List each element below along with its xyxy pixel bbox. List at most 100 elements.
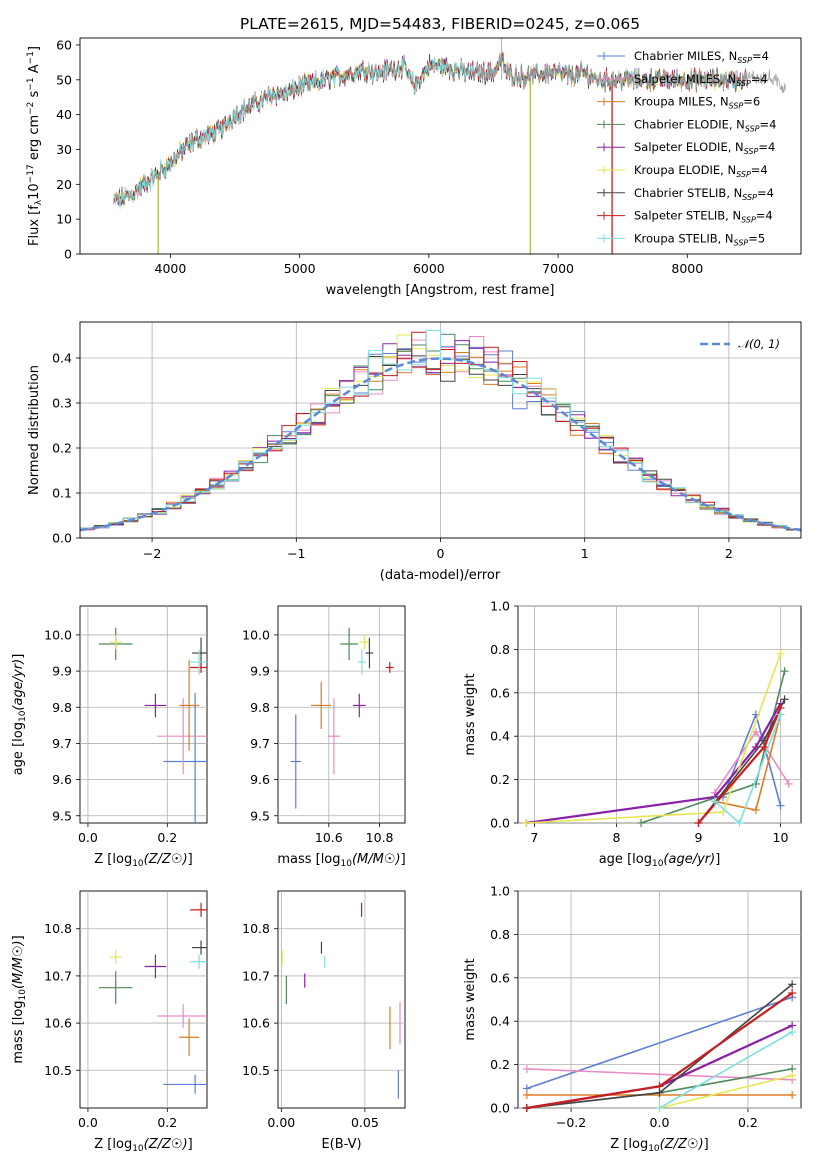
- spectrum-xtick-label: 8000: [671, 261, 703, 276]
- age-vs-mass-panel-frame: [277, 605, 406, 824]
- legend-label: Chabrier ELODIE, NSSP=4: [634, 117, 776, 133]
- spectrum-xtick-label: 4000: [155, 261, 187, 276]
- age-vs-z-panel-ytick-label: 9.5: [52, 808, 72, 823]
- mass-weight-vs-z-panel-xlabel: Z [log10(Z/Z☉)]: [610, 1137, 708, 1154]
- legend-label: Kroupa ELODIE, NSSP=4: [634, 163, 768, 179]
- age-vs-mass-panel-ytick-label: 9.7: [250, 736, 270, 751]
- mass-weight-vs-age-panel-xtick-label: 10: [773, 830, 789, 845]
- mass-vs-z-panel-ytick-label: 10.6: [44, 1016, 72, 1031]
- spectrum-legend: Chabrier MILES, NSSP=4 Salpeter MILES, NS…: [597, 49, 776, 247]
- mass-vs-ebv-panel-ytick-label: 10.8: [242, 921, 270, 936]
- age-vs-mass-panel-ytick-label: 9.6: [250, 772, 270, 787]
- age-vs-mass-panel-xtick-label: 10.6: [315, 830, 343, 845]
- histogram-step-chabrier-stelib: [80, 349, 801, 531]
- mass-vs-ebv-panel-frame: [277, 890, 406, 1109]
- legend-label: Chabrier MILES, NSSP=4: [634, 49, 769, 65]
- legend-label: Kroupa STELIB, NSSP=5: [634, 231, 765, 247]
- age-vs-z-panel-ytick-label: 9.7: [52, 736, 72, 751]
- spectrum-xtick-label: 5000: [284, 261, 316, 276]
- mass-weight-vs-z-panel-xtick-label: −0.2: [556, 1115, 586, 1130]
- mass-weight-vs-age-panel-ytick-label: 0.6: [490, 685, 510, 700]
- gauss-legend-label: 𝒩(0, 1): [738, 337, 780, 351]
- mass-vs-ebv-panel-ytick-label: 10.6: [242, 1016, 270, 1031]
- mass-weight-vs-age-panel-ytick-label: 0.2: [490, 772, 510, 787]
- spectrum-xtick-label: 7000: [542, 261, 574, 276]
- mass-vs-ebv-panel-xtick-label: 0.05: [351, 1115, 379, 1130]
- histogram-ytick-label: 0.4: [52, 351, 72, 366]
- mass-vs-ebv-panel-ytick-label: 10.7: [242, 968, 270, 983]
- histogram-xtick-label: 2: [725, 546, 733, 561]
- mass-vs-z-panel-xlabel: Z [log10(Z/Z☉)]: [94, 1137, 192, 1154]
- spectrum-ytick-label: 20: [56, 177, 72, 192]
- histogram-ticks: −2 −1 0 1 2 0.0 0.1 0.2 0.3 0.4: [52, 351, 733, 562]
- mass-weight-vs-age-panel-ytick-label: 0.4: [490, 729, 510, 744]
- age-vs-z-panel-frame: [79, 605, 208, 824]
- age-vs-z-panel-xtick-label: 0.2: [157, 830, 177, 845]
- mass-vs-ebv-panel-ytick-label: 10.5: [242, 1063, 270, 1078]
- histogram-ytick-label: 0.0: [52, 531, 72, 546]
- mass-vs-z-panel-frame: [79, 890, 208, 1109]
- mass-vs-ebv-panel-xlabel: E(B-V): [321, 1137, 361, 1152]
- mass-vs-z-panel-ytick-label: 10.7: [44, 968, 72, 983]
- parameter-panels: 0.0 0.2 9.5 9.6 9.7 9.8 9.9 10.0 Z [log10(Z/Z☉)]…: [11, 599, 802, 1154]
- spectrum-xtick-label: 6000: [413, 261, 445, 276]
- histogram-ytick-label: 0.3: [52, 396, 72, 411]
- mass-weight-vs-z-panel-ytick-label: 0.8: [490, 927, 510, 942]
- mass-weight-vs-z-panel-ytick-label: 0.2: [490, 1057, 510, 1072]
- mass-weight-vs-z-panel-ytick-label: 1.0: [490, 884, 510, 899]
- mass-weight-vs-age-panel-xtick-label: 9: [694, 830, 702, 845]
- mass-weight-vs-z-panel-ytick-label: 0.0: [490, 1101, 510, 1116]
- mass-vs-z-panel-ylabel: mass [log10(M/M☉)]: [11, 935, 28, 1063]
- legend-label: Salpeter STELIB, NSSP=4: [634, 209, 773, 225]
- mass-vs-z-panel-ytick-label: 10.8: [44, 921, 72, 936]
- spectrum-ytick-label: 50: [56, 72, 72, 87]
- mass-weight-vs-z-panel-line: [659, 1074, 793, 1109]
- mass-vs-z-panel: 0.0 0.2 10.5 10.6 10.7 10.8 Z [log10(Z/Z☉)] mas…: [11, 890, 208, 1154]
- spectrum-ytick-label: 60: [56, 37, 72, 52]
- histogram-xtick-label: −2: [143, 546, 161, 561]
- spectrum-ytick-label: 30: [56, 142, 72, 157]
- age-vs-mass-panel-ytick-label: 9.8: [250, 700, 270, 715]
- spectrum-lines: [113, 38, 786, 254]
- mass-weight-vs-age-panel-ylabel: mass weight: [463, 673, 478, 755]
- histogram-ylabel: Normed distribution: [27, 365, 42, 495]
- residual-histogram-panel: −2 −1 0 1 2 0.0 0.1 0.2 0.3 0.4 (data-model)/erro…: [27, 321, 802, 583]
- mass-weight-vs-z-panel-ylabel: mass weight: [463, 958, 478, 1040]
- histogram-xtick-label: −1: [287, 546, 305, 561]
- age-vs-mass-panel-ytick-label: 9.5: [250, 808, 270, 823]
- spectrum-axes-frame: [79, 37, 802, 255]
- age-vs-z-panel-ytick-label: 9.9: [52, 664, 72, 679]
- age-vs-z-panel: 0.0 0.2 9.5 9.6 9.7 9.8 9.9 10.0 Z [log10(Z/Z☉)]…: [11, 605, 208, 869]
- mass-vs-ebv-panel-xtick-label: 0.00: [267, 1115, 295, 1130]
- figure-title: PLATE=2615, MJD=54483, FIBERID=0245, z=0…: [240, 15, 640, 33]
- histogram-steps: [80, 329, 801, 531]
- mass-weight-vs-z-panel-line: [659, 1031, 793, 1109]
- spectrum-observed-tail: [480, 55, 786, 94]
- mass-vs-z-panel-xtick-label: 0.0: [78, 1115, 98, 1130]
- legend-label: Salpeter ELODIE, NSSP=4: [634, 140, 775, 156]
- spectrum-ytick-label: 0: [64, 247, 72, 262]
- mass-weight-vs-age-panel-ytick-label: 0.8: [490, 642, 510, 657]
- spectrum-ytick-label: 40: [56, 107, 72, 122]
- age-vs-z-panel-ylabel: age [log10(age/yr)]: [11, 654, 28, 776]
- mass-vs-z-panel-ytick-label: 10.5: [44, 1063, 72, 1078]
- spectrum-ticks: 4000 5000 6000 7000 8000 0 10 20 30 40 50 60: [56, 37, 703, 276]
- spectrum-ylabel: Flux [fλ10−17 erg cm−2 s−1 A−1]: [26, 46, 44, 246]
- mass-weight-vs-z-panel-ytick-label: 0.4: [490, 1014, 510, 1029]
- age-vs-z-panel-ytick-label: 9.6: [52, 772, 72, 787]
- mass-vs-ebv-panel: 0.00 0.05 10.5 10.6 10.7 10.8 E(B-V): [242, 890, 406, 1152]
- mass-weight-vs-z-panel: −0.2 0.0 0.2 0.0 0.2 0.4 0.6 0.8 1.0 Z [log10(Z/Z…: [463, 884, 802, 1154]
- age-vs-mass-panel-ytick-label: 9.9: [250, 664, 270, 679]
- legend-label: Salpeter MILES, NSSP=4: [634, 72, 768, 88]
- mass-weight-vs-z-panel-ytick-label: 0.6: [490, 970, 510, 985]
- mass-vs-z-panel-xtick-label: 0.2: [157, 1115, 177, 1130]
- spectrum-xlabel: wavelength [Angstrom, rest frame]: [326, 283, 555, 298]
- mass-weight-vs-age-panel-xtick-label: 7: [530, 830, 538, 845]
- mass-weight-vs-z-panel-line: [526, 1068, 793, 1081]
- age-vs-z-panel-ytick-label: 9.8: [52, 700, 72, 715]
- mass-weight-vs-age-panel-ytick-label: 1.0: [490, 599, 510, 614]
- mass-weight-vs-age-panel: 7 8 9 10 0.0 0.2 0.4 0.6 0.8 1.0 age [log10(age/yr…: [463, 599, 802, 869]
- age-vs-z-panel-ytick-label: 10.0: [44, 627, 72, 642]
- histogram-xtick-label: 0: [437, 546, 445, 561]
